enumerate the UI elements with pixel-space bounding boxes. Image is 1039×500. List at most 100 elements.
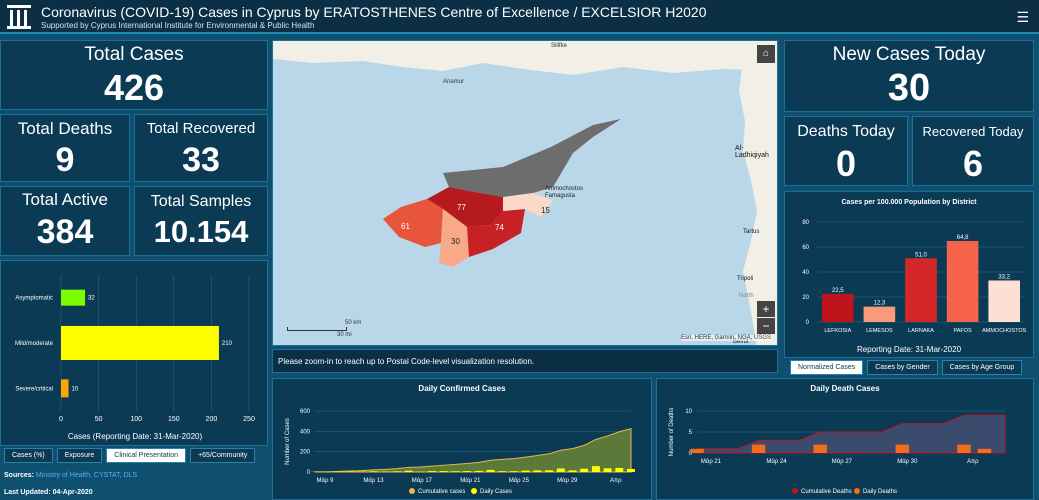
sources-link[interactable]: Ministry of Health, CYSTAT, DLS — [35, 472, 138, 479]
map-label-al-ladhiqiyah: Al-Ladhiqiyah — [735, 145, 769, 159]
daily-bar — [813, 444, 827, 453]
total-cases-label: Total Cases — [84, 44, 184, 65]
y-tick-label: 40 — [802, 270, 809, 276]
y-tick-label: 80 — [802, 220, 809, 226]
recovered-today-value: 6 — [962, 143, 984, 184]
zoom-out-button[interactable]: − — [757, 318, 775, 334]
map-label-tartus: Tartus — [743, 229, 760, 235]
dashboard-title: Coronavirus (COVID-19) Cases in Cyprus b… — [41, 4, 707, 20]
scale-label-km: 50 km — [345, 320, 362, 326]
category-label: AMMOCHOSTOS — [982, 328, 1027, 334]
app-header: Coronavirus (COVID-19) Cases in Cyprus b… — [0, 0, 1039, 34]
daily-bar — [486, 469, 495, 472]
bar-lefkosia — [822, 293, 854, 322]
district-tab-2[interactable]: Cases by Age Group — [941, 360, 1023, 375]
y-axis-label: Number of Deaths — [669, 408, 675, 457]
chart-title: Daily Confirmed Cases — [418, 384, 506, 393]
north-region — [443, 119, 621, 197]
bar-mild-moderate — [61, 326, 219, 360]
total-deaths-label: Total Deaths — [17, 119, 113, 138]
daily-bar — [603, 468, 612, 472]
bar-pafos — [946, 241, 979, 322]
clinical-presentation-panel: 0 50 100 150 200 250 Asymptomatic 32 Mild/modera… — [0, 260, 268, 446]
value-label: 12,3 — [874, 301, 886, 307]
daily-confirmed-chart: Daily Confirmed Cases 0 200 400 600 Number of… — [285, 384, 635, 495]
last-updated: Last Updated: 04-Apr-2020 — [4, 489, 93, 496]
x-tick-label: Μάρ 25 — [509, 477, 530, 484]
y-axis-label: Number of Cases — [285, 418, 291, 465]
y-tick-label: 0 — [806, 320, 810, 326]
daily-bar — [521, 470, 530, 472]
daily-deaths-chart: Daily Death Cases 0 5 10 Number of Deaths Μάρ… — [669, 384, 1006, 495]
eratosthenes-logo-icon — [7, 5, 31, 29]
y-tick-label: 60 — [802, 245, 809, 251]
x-tick-label: 250 — [243, 416, 255, 423]
hamburger-menu-icon[interactable]: ☰ — [1016, 9, 1029, 25]
zoom-in-button[interactable]: + — [757, 301, 775, 317]
x-tick-label: 50 — [95, 416, 103, 423]
sources-line: Sources: Ministry of Health, CYSTAT, DLS — [4, 472, 137, 479]
x-tick-label: Μάρ 17 — [412, 477, 433, 484]
clinical-tab-2[interactable]: Clinical Presentation — [106, 448, 187, 463]
x-tick-label: Μάρ 24 — [766, 458, 787, 465]
clinical-tab-row: Cases (%) Exposure Clinical Presentation +6… — [4, 448, 256, 463]
cyprus-map[interactable]: Silifke Anamur Al-Ladhiqiyah Tartus Trip… — [272, 40, 778, 346]
daily-bar — [439, 471, 448, 472]
daily-bar — [545, 470, 554, 472]
district-tab-1[interactable]: Cases by Gender — [867, 360, 938, 375]
home-button[interactable]: ⌂ — [757, 45, 775, 63]
deaths-today-panel: Deaths Today 0 — [784, 116, 908, 186]
clinical-tab-1[interactable]: Exposure — [56, 448, 103, 463]
clinical-tab-3[interactable]: +65/Community — [190, 448, 256, 463]
y-tick-label: 0 — [689, 451, 693, 457]
legend-swatch — [854, 488, 860, 494]
y-tick-label: 5 — [689, 430, 693, 436]
district-value-larnaka: 74 — [495, 223, 504, 232]
daily-bar — [474, 470, 483, 472]
daily-bar — [428, 471, 436, 472]
map-label-north: North — [739, 293, 754, 299]
lemesos-district — [439, 209, 469, 267]
legend-swatch — [409, 488, 415, 494]
cases-per-100k-chart: Cases per 100.000 Population by District… — [802, 199, 1027, 354]
legend-swatch — [471, 488, 477, 494]
daily-bar — [556, 468, 565, 472]
total-cases-value: 426 — [103, 67, 165, 108]
total-samples-panel: Total Samples 10.154 — [134, 186, 268, 256]
pafos-district — [383, 199, 443, 247]
daily-bar — [751, 444, 766, 453]
y-tick-label: 10 — [685, 409, 692, 415]
daily-confirmed-panel: Daily Confirmed Cases 0 200 400 600 Number of… — [272, 378, 652, 500]
levant-landmass — [739, 61, 777, 345]
value-label: 33,2 — [998, 275, 1010, 281]
clinical-tab-0[interactable]: Cases (%) — [4, 448, 53, 463]
district-value-pafos: 61 — [401, 222, 410, 231]
lefkosia-district — [427, 187, 503, 227]
chart-title: Cases per 100.000 Population by District — [842, 199, 978, 206]
category-label: LEFKOSIA — [824, 328, 851, 334]
category-label: Severe/critical — [15, 386, 53, 392]
value-label: 32 — [88, 296, 95, 302]
x-tick-label: 150 — [168, 416, 180, 423]
ammochostos-district — [503, 193, 553, 217]
value-label: 64,8 — [957, 235, 969, 241]
district-tab-0[interactable]: Normalized Cases — [790, 360, 864, 375]
x-tick-label: 0 — [59, 416, 63, 423]
sources-label: Sources: — [4, 472, 34, 479]
total-samples-label: Total Samples — [150, 193, 252, 210]
daily-bar — [463, 471, 472, 472]
y-tick-label: 0 — [307, 470, 311, 476]
total-recovered-value: 33 — [182, 141, 220, 179]
x-tick-label: Μάρ 27 — [832, 458, 853, 465]
daily-bar — [510, 471, 518, 472]
daily-bar — [627, 468, 635, 472]
total-recovered-label: Total Recovered — [146, 120, 256, 137]
larnaka-district — [467, 209, 525, 257]
map-label-tripoli: Tripoli — [737, 276, 754, 282]
deaths-today-label: Deaths Today — [797, 123, 895, 140]
district-tab-row: Normalized Cases Cases by Gender Cases by … — [790, 360, 1023, 375]
x-tick-label: Μάρ 21 — [701, 458, 722, 465]
total-recovered-panel: Total Recovered 33 — [134, 114, 268, 182]
map-label-beirut: Beirut — [733, 339, 749, 345]
daily-bar — [392, 471, 401, 472]
